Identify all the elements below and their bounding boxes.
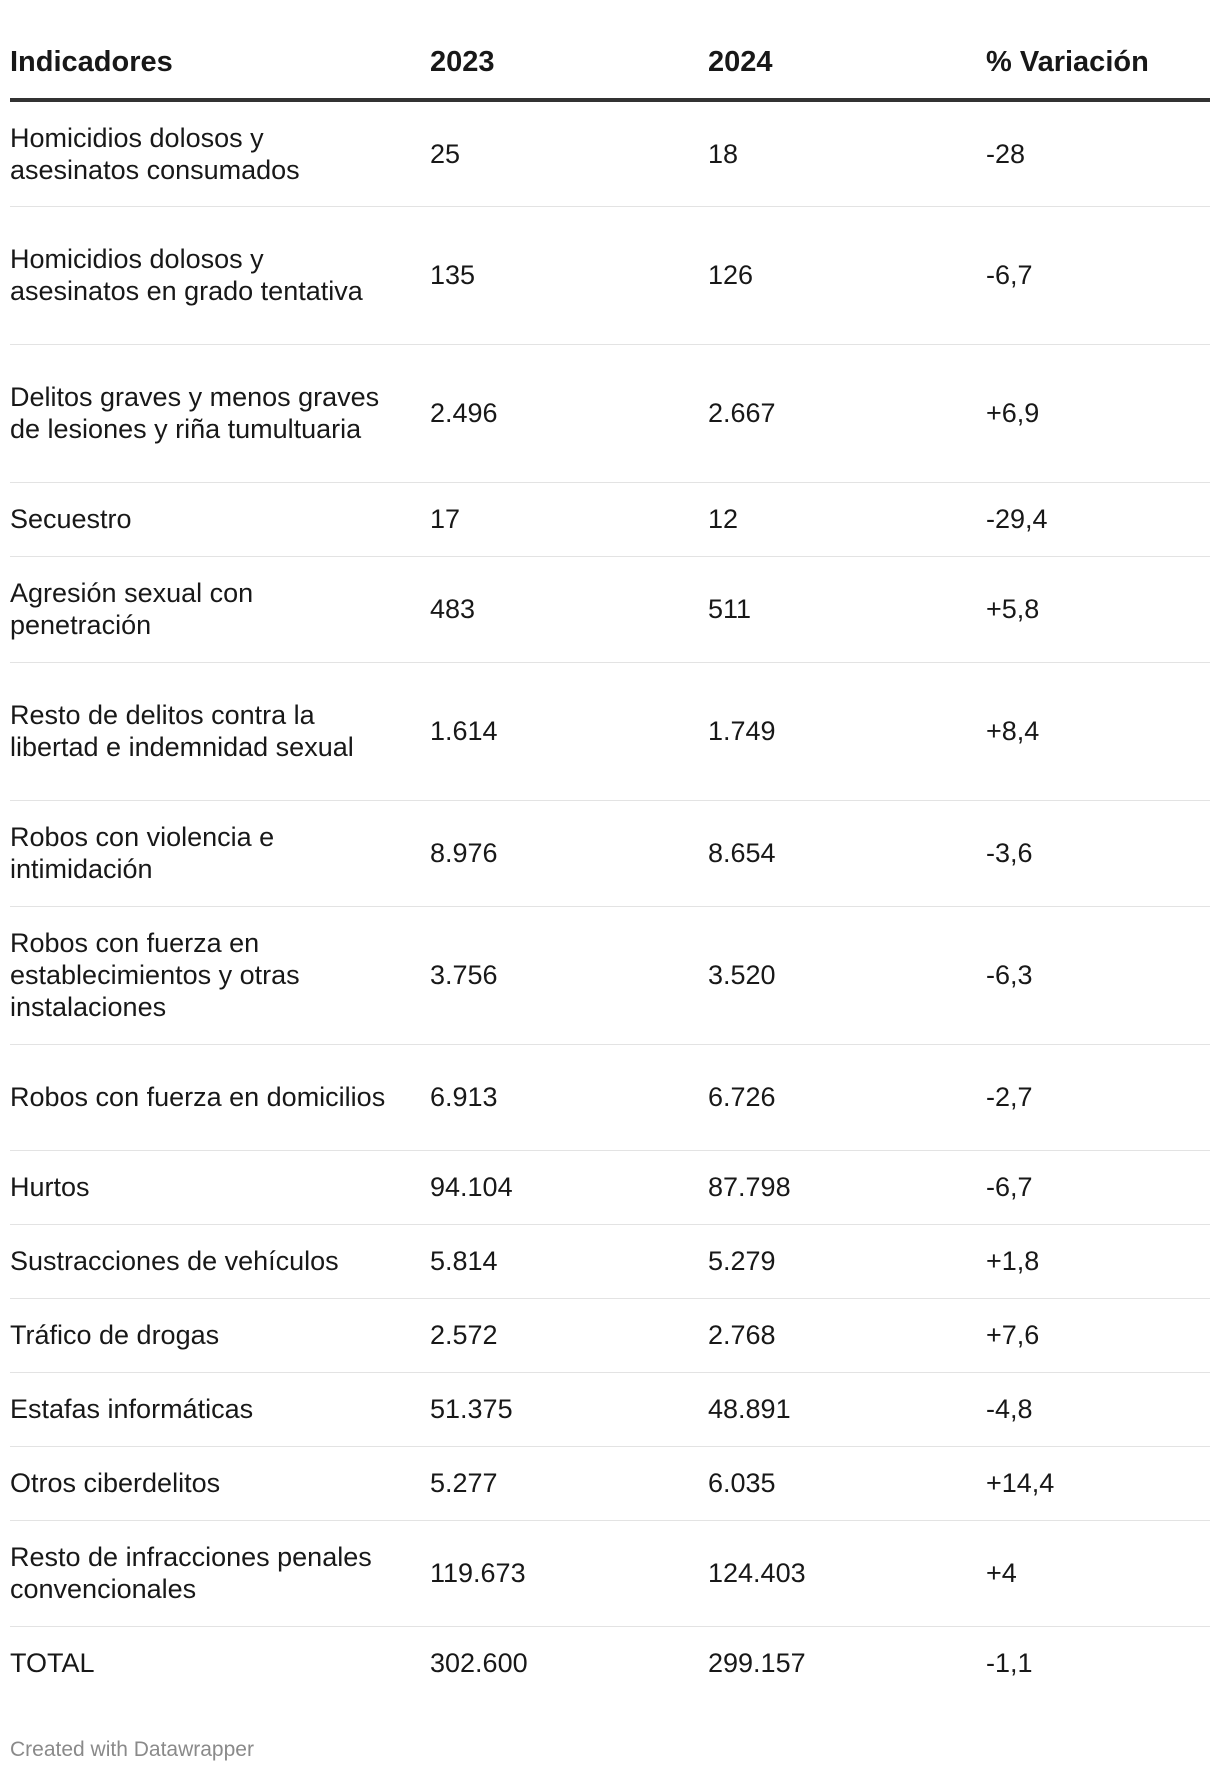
table-row: Resto de infracciones penales convencion… (10, 1520, 1210, 1627)
cell-2024: 2.768 (708, 1298, 986, 1373)
column-header-variacion[interactable]: % Variación (986, 0, 1210, 102)
cell-indicator: Otros ciberdelitos (10, 1446, 430, 1521)
column-header-indicadores[interactable]: Indicadores (10, 0, 430, 102)
cell-variacion: +7,6 (986, 1298, 1210, 1373)
table-row: Sustracciones de vehículos 5.814 5.279 +1,8 (10, 1224, 1210, 1299)
cell-2024: 2.667 (708, 344, 986, 483)
cell-indicator: Delitos graves y menos graves de lesione… (10, 344, 430, 483)
cell-indicator: Tráfico de drogas (10, 1298, 430, 1373)
table-row: Secuestro 17 12 -29,4 (10, 482, 1210, 557)
cell-2023: 119.673 (430, 1520, 708, 1627)
cell-variacion: -28 (986, 100, 1210, 207)
table-row: Estafas informáticas 51.375 48.891 -4,8 (10, 1372, 1210, 1447)
cell-2024: 6.035 (708, 1446, 986, 1521)
cell-2024: 48.891 (708, 1372, 986, 1447)
cell-2024: 124.403 (708, 1520, 986, 1627)
table-row: Robos con violencia e intimidación 8.976 8… (10, 800, 1210, 907)
cell-2024: 1.749 (708, 662, 986, 801)
cell-variacion: +6,9 (986, 344, 1210, 483)
cell-variacion: -6,7 (986, 1150, 1210, 1225)
cell-2023: 2.496 (430, 344, 708, 483)
cell-variacion: +4 (986, 1520, 1210, 1627)
cell-indicator: Estafas informáticas (10, 1372, 430, 1447)
cell-indicator: Robos con violencia e intimidación (10, 800, 430, 907)
cell-indicator: Agresión sexual con penetración (10, 556, 430, 663)
crime-indicators-table: Indicadores 2023 2024 % Variación Homici… (10, 0, 1210, 1700)
cell-variacion: -6,7 (986, 206, 1210, 345)
cell-indicator: TOTAL (10, 1648, 95, 1679)
cell-indicator: Robos con fuerza en establecimientos y o… (10, 906, 430, 1045)
cell-variacion: -3,6 (986, 800, 1210, 907)
cell-2023: 483 (430, 556, 708, 663)
column-header-2024[interactable]: 2024 (708, 0, 986, 102)
cell-2024: 126 (708, 206, 986, 345)
cell-variacion: -29,4 (986, 482, 1210, 557)
column-header-2023[interactable]: 2023 (430, 0, 708, 102)
cell-2023: 94.104 (430, 1150, 708, 1225)
cell-2023: 5.277 (430, 1446, 708, 1521)
cell-2023: 135 (430, 206, 708, 345)
cell-2023: 302.600 (430, 1648, 528, 1679)
table-row: Agresión sexual con penetración 483 511 +5,… (10, 556, 1210, 663)
table-row: TOTAL 302.600 299.157 -1,1 (10, 1626, 1210, 1700)
cell-2023: 25 (430, 100, 708, 207)
cell-variacion: -6,3 (986, 906, 1210, 1045)
cell-2024: 511 (708, 556, 986, 663)
cell-2024: 3.520 (708, 906, 986, 1045)
cell-indicator: Homicidios dolosos y asesinatos consumad… (10, 100, 430, 207)
cell-2023: 8.976 (430, 800, 708, 907)
cell-variacion: -4,8 (986, 1372, 1210, 1447)
cell-variacion: +8,4 (986, 662, 1210, 801)
table-container: Indicadores 2023 2024 % Variación Homici… (10, 0, 1210, 1700)
cell-indicator: Homicidios dolosos y asesinatos en grado… (10, 206, 430, 345)
cell-variacion: +1,8 (986, 1224, 1210, 1299)
cell-2024: 12 (708, 482, 986, 557)
cell-variacion: -2,7 (986, 1044, 1210, 1151)
cell-2023: 17 (430, 482, 708, 557)
cell-indicator: Secuestro (10, 482, 430, 557)
cell-indicator: Sustracciones de vehículos (10, 1224, 430, 1299)
cell-2023: 3.756 (430, 906, 708, 1045)
table-row: Homicidios dolosos y asesinatos consumad… (10, 100, 1210, 207)
cell-2024: 5.279 (708, 1224, 986, 1299)
cell-indicator: Robos con fuerza en domicilios (10, 1044, 430, 1151)
cell-indicator: Hurtos (10, 1150, 430, 1225)
table-row: Hurtos 94.104 87.798 -6,7 (10, 1150, 1210, 1225)
table-row: Robos con fuerza en domicilios 6.913 6.726… (10, 1044, 1210, 1151)
table-body: Homicidios dolosos y asesinatos consumad… (10, 100, 1210, 1700)
table-row: Otros ciberdelitos 5.277 6.035 +14,4 (10, 1446, 1210, 1521)
table-row: Homicidios dolosos y asesinatos en grado… (10, 206, 1210, 345)
footer-credit: Created with Datawrapper (10, 1738, 254, 1761)
cell-2024: 18 (708, 100, 986, 207)
table-header-row: Indicadores 2023 2024 % Variación (10, 0, 1210, 102)
table-row: Delitos graves y menos graves de lesione… (10, 344, 1210, 483)
cell-2024: 299.157 (708, 1648, 806, 1679)
table-row: Tráfico de drogas 2.572 2.768 +7,6 (10, 1298, 1210, 1373)
cell-indicator: Resto de delitos contra la libertad e in… (10, 662, 430, 801)
cell-2023: 2.572 (430, 1298, 708, 1373)
cell-2023: 5.814 (430, 1224, 708, 1299)
table-row: Resto de delitos contra la libertad e in… (10, 662, 1210, 801)
cell-variacion: -1,1 (986, 1648, 1033, 1679)
cell-2024: 8.654 (708, 800, 986, 907)
cell-2023: 51.375 (430, 1372, 708, 1447)
cell-2023: 1.614 (430, 662, 708, 801)
cell-2024: 6.726 (708, 1044, 986, 1151)
cell-indicator: Resto de infracciones penales convencion… (10, 1520, 430, 1627)
cell-2024: 87.798 (708, 1150, 986, 1225)
cell-2023: 6.913 (430, 1044, 708, 1151)
cell-variacion: +5,8 (986, 556, 1210, 663)
table-row: Robos con fuerza en establecimientos y o… (10, 906, 1210, 1045)
cell-variacion: +14,4 (986, 1446, 1210, 1521)
